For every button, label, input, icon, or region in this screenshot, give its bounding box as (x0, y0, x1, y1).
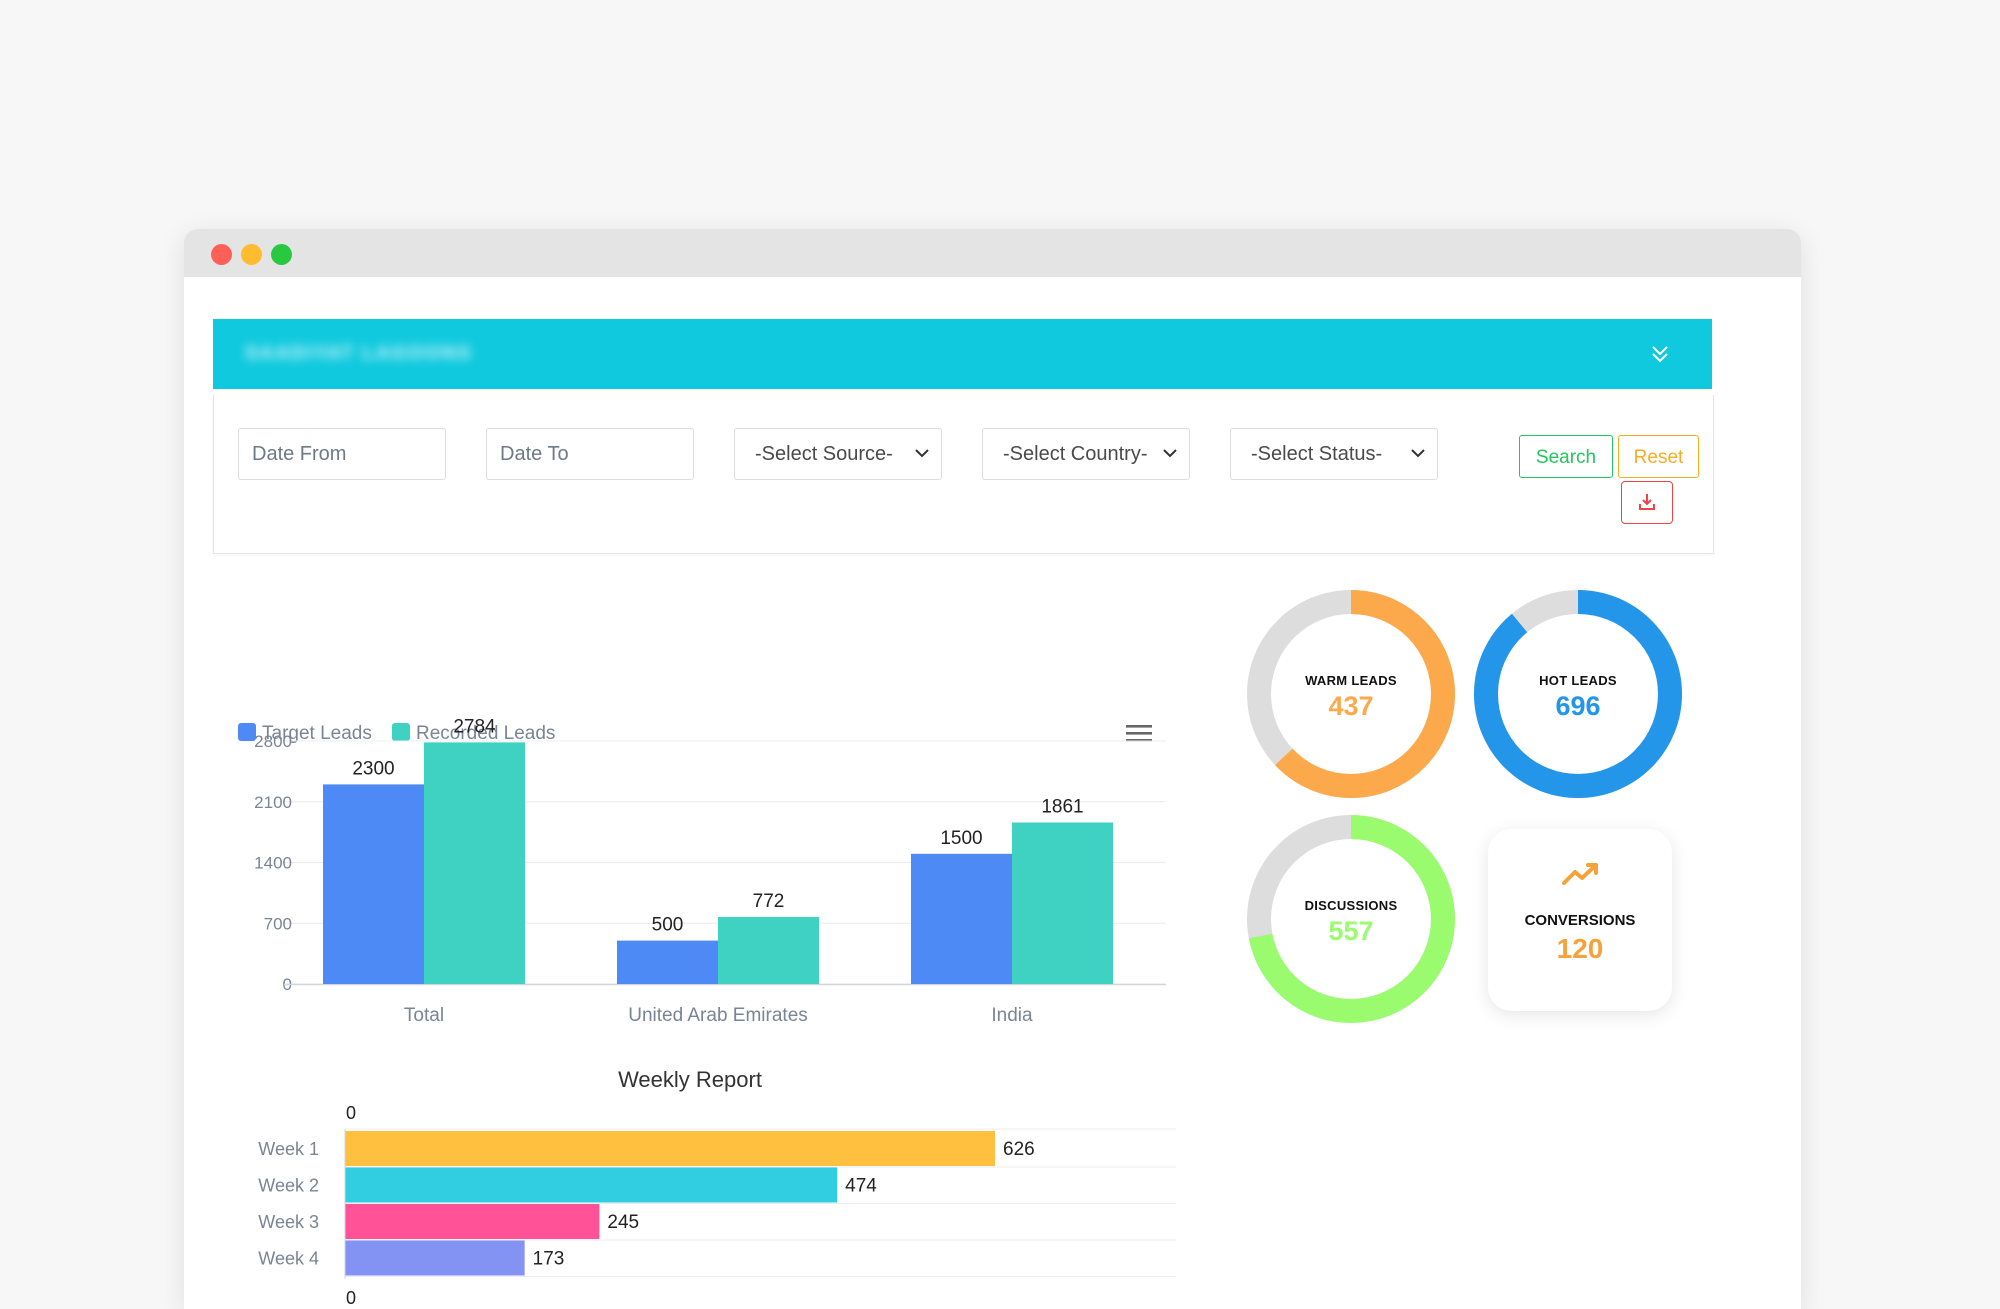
x-category-label: Total (404, 1005, 444, 1026)
bar (424, 742, 525, 984)
weekly-bar-value: 173 (533, 1249, 565, 1270)
week-label: Week 2 (258, 1176, 319, 1196)
date-to-input[interactable] (486, 428, 694, 480)
bar (718, 917, 819, 984)
project-header-bar[interactable]: SAADIYAT LAGOONS (213, 319, 1712, 389)
legend-label: Recorded Leads (416, 723, 555, 744)
bar-value-label: 772 (753, 891, 785, 912)
leads-bar-chart: Target Leads Recorded Leads07001400210028… (238, 716, 1166, 1026)
conversions-value: 120 (1556, 933, 1604, 964)
chevron-down-icon (915, 449, 929, 458)
bar-value-label: 1500 (940, 828, 982, 849)
hot-leads-label: HOT LEADS (1539, 673, 1617, 688)
reset-button[interactable]: Reset (1618, 435, 1699, 478)
status-select-value: -Select Status- (1251, 443, 1383, 465)
weekly-bar (345, 1131, 995, 1166)
bar-value-label: 2300 (352, 758, 394, 779)
chevron-down-icon (1163, 449, 1177, 458)
weekly-bar (345, 1204, 600, 1239)
download-button[interactable] (1621, 481, 1673, 524)
source-select[interactable]: -Select Source- (734, 428, 942, 480)
conversions-card[interactable]: CONVERSIONS 120 (1488, 829, 1672, 1011)
donut-progress-arc (1247, 590, 1455, 798)
project-title: SAADIYAT LAGOONS (245, 343, 473, 364)
warm-leads-value: 437 (1328, 691, 1374, 721)
maximize-window-button[interactable] (271, 244, 292, 265)
search-button[interactable]: Search (1519, 435, 1613, 478)
status-select[interactable]: -Select Status- (1230, 428, 1438, 480)
weekly-bar-value: 245 (607, 1212, 639, 1233)
bar-value-label: 500 (652, 915, 684, 936)
axis-zero-label: 0 (346, 1103, 356, 1123)
warm-leads-ring (1247, 590, 1455, 798)
weekly-report-chart: Weekly Report 0 Week 1 626 Week 2 474 Week 3 24… (258, 1067, 1176, 1308)
discussions-label: DISCUSSIONS (1304, 898, 1398, 913)
date-from-input[interactable] (238, 428, 446, 480)
week-label: Week 3 (258, 1212, 319, 1232)
discussions-donut[interactable]: DISCUSSIONS 557 (1246, 814, 1456, 1024)
chevron-down-icon (1411, 449, 1425, 458)
warm-leads-donut[interactable]: WARM LEADS 437 (1246, 589, 1456, 799)
discussions-ring (1247, 815, 1455, 1023)
week-label: Week 1 (258, 1139, 319, 1159)
axis-zero-label: 0 (346, 1288, 356, 1308)
week-label: Week 4 (258, 1249, 319, 1269)
menu-line (1126, 739, 1152, 742)
hamburger-menu-icon[interactable] (1126, 725, 1152, 742)
country-select[interactable]: -Select Country- (982, 428, 1190, 480)
download-icon (1639, 494, 1655, 510)
x-category-label: United Arab Emirates (628, 1005, 808, 1026)
bar-value-label: 2784 (453, 716, 496, 737)
trending-up-icon (1562, 863, 1598, 885)
legend-label: Target Leads (262, 723, 372, 744)
weekly-bar-value: 474 (845, 1176, 877, 1197)
minimize-window-button[interactable] (241, 244, 262, 265)
close-window-button[interactable] (211, 244, 232, 265)
legend-swatch (238, 723, 256, 741)
y-tick-label: 2800 (254, 732, 292, 751)
warm-leads-label: WARM LEADS (1305, 673, 1397, 688)
bar (1012, 822, 1113, 984)
title-bar (184, 229, 1801, 277)
source-select-value: -Select Source- (755, 443, 893, 465)
filter-panel: -Select Source- -Select Country- -Select… (213, 395, 1714, 554)
bar (911, 853, 1012, 984)
weekly-bar-value: 626 (1003, 1139, 1035, 1160)
hot-leads-ring (1474, 590, 1682, 798)
country-select-value: -Select Country- (1003, 443, 1148, 465)
menu-line (1126, 732, 1152, 735)
donut-progress-arc (1247, 815, 1455, 1023)
bar (323, 784, 424, 984)
bar (617, 940, 718, 984)
y-tick-label: 2100 (254, 793, 292, 812)
double-chevron-down-icon[interactable] (1648, 342, 1672, 366)
y-tick-label: 700 (264, 914, 292, 933)
x-category-label: India (991, 1005, 1033, 1026)
weekly-bar (345, 1240, 525, 1276)
legend-swatch (392, 723, 410, 741)
donut-progress-arc (1474, 590, 1682, 798)
browser-window: SAADIYAT LAGOONS -Select Source- -Select… (184, 229, 1801, 1309)
menu-line (1126, 725, 1152, 728)
discussions-value: 557 (1328, 916, 1374, 946)
y-tick-label: 1400 (254, 854, 292, 873)
conversions-label: CONVERSIONS (1524, 912, 1636, 929)
hot-leads-donut[interactable]: HOT LEADS 696 (1473, 589, 1683, 799)
weekly-bar (345, 1167, 838, 1203)
weekly-report-title: Weekly Report (618, 1067, 762, 1092)
hot-leads-value: 696 (1555, 691, 1601, 721)
bar-value-label: 1861 (1041, 796, 1083, 817)
